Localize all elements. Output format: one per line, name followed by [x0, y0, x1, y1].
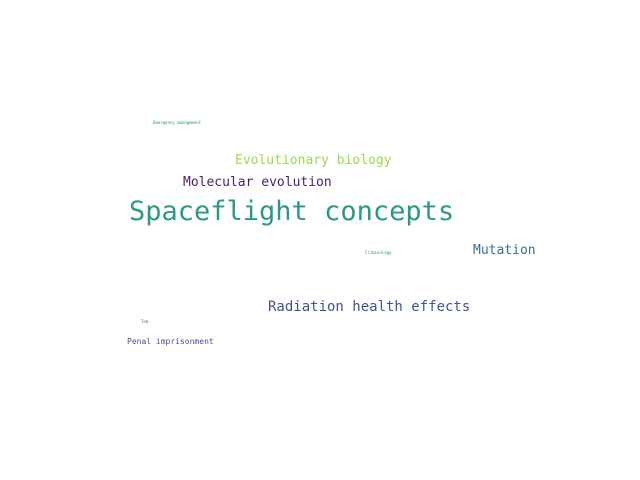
word-penal-imprisonment: Penal imprisonment — [127, 337, 214, 346]
word-evolutionary-biology: Evolutionary biology — [235, 153, 392, 168]
word-criminology: Criminology — [365, 250, 392, 255]
word-spaceflight-concepts: Spaceflight concepts — [129, 196, 455, 227]
word-tom: Tom — [141, 319, 149, 324]
word-mutation: Mutation — [473, 243, 536, 258]
word-radiation-health-effects: Radiation health effects — [268, 299, 471, 315]
word-emergency-management: Emergency management — [153, 120, 202, 125]
word-molecular-evolution: Molecular evolution — [183, 175, 332, 190]
